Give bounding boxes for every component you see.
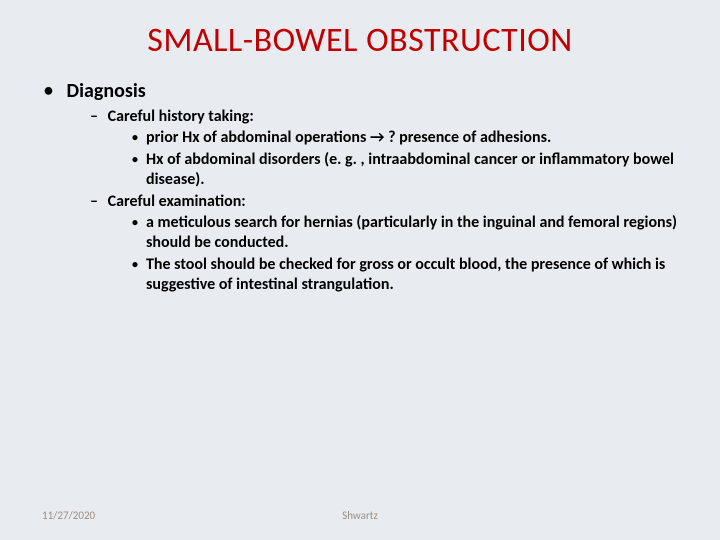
slide-title: SMALL-BOWEL OBSTRUCTION (40, 20, 680, 61)
exam-item: The stool should be checked for gross or… (132, 255, 680, 295)
bullet-level-3: a meticulous search for hernias (particu… (104, 213, 680, 295)
bullet-level-3: prior Hx of abdominal operations → ? pre… (104, 128, 680, 190)
history-heading: Careful history taking: (108, 107, 254, 126)
bullet-level-2: Careful history taking: prior Hx of abdo… (48, 107, 680, 295)
bullet-level-1: Diagnosis Careful history taking: prior … (40, 79, 680, 295)
slide: SMALL-BOWEL OBSTRUCTION Diagnosis Carefu… (0, 0, 720, 540)
diagnosis-heading: Diagnosis (67, 79, 146, 103)
examination-heading: Careful examination: (108, 192, 246, 211)
history-item: Hx of abdominal disorders (e. g. , intra… (132, 150, 680, 190)
history-item: prior Hx of abdominal operations → ? pre… (132, 128, 680, 148)
exam-item: a meticulous search for hernias (particu… (132, 213, 680, 253)
footer-author: Shwartz (0, 509, 720, 522)
